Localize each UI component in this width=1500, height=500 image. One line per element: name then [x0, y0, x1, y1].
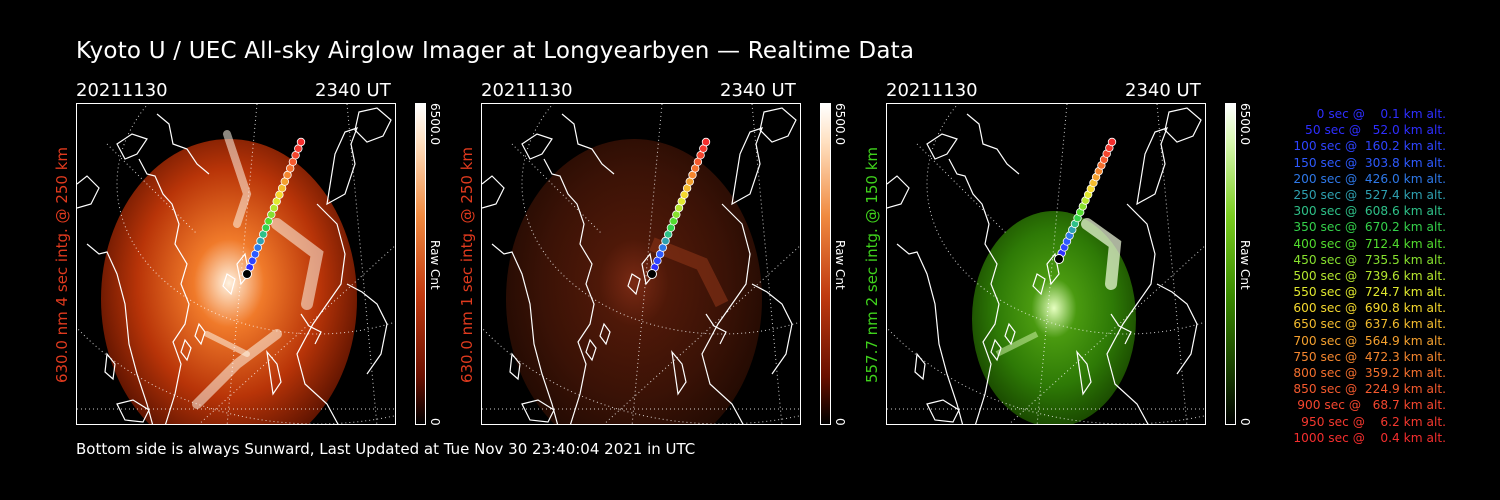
legend-row: 1000 sec @ 0.4 km alt.: [1293, 430, 1446, 445]
panel-2-image: [481, 103, 801, 425]
panel-1-colorbar-min: 0: [428, 418, 442, 426]
sky-image: [972, 211, 1136, 424]
legend-row: 650 sec @ 637.6 km alt.: [1289, 317, 1446, 332]
legend-row: 700 sec @ 564.9 km alt.: [1289, 333, 1446, 348]
legend-row: 500 sec @ 739.6 km alt.: [1289, 268, 1446, 283]
legend-row: 450 sec @ 735.5 km alt.: [1289, 252, 1446, 267]
trajectory-point: [296, 137, 306, 147]
launch-site-marker: [242, 269, 252, 279]
footer-note: Bottom side is always Sunward, Last Upda…: [76, 440, 696, 458]
sky-image: [101, 139, 357, 424]
legend-row: 550 sec @ 724.7 km alt.: [1289, 285, 1446, 300]
panel-3-time: 2340 UT: [1125, 80, 1201, 101]
legend-row: 900 sec @ 68.7 km alt.: [1293, 398, 1446, 413]
sky-image: [506, 139, 762, 424]
panel-3-ylabel: 557.7 nm 2 sec intg. @ 150 km: [863, 146, 881, 384]
panel-2-ylabel: 630.0 nm 1 sec intg. @ 250 km: [458, 146, 476, 384]
legend-row: 0 sec @ 0.1 km alt.: [1305, 107, 1446, 121]
panel-2-colorbar-unit: Raw Cnt: [833, 240, 847, 290]
panel-3-image: [886, 103, 1206, 425]
launch-site-marker: [1054, 254, 1064, 264]
trajectory-point: [701, 137, 711, 147]
panel-1-time: 2340 UT: [315, 80, 391, 101]
panel-3-colorbar: [1225, 103, 1236, 425]
panel-3-colorbar-min: 0: [1238, 418, 1252, 426]
panel-2-colorbar-max: 6500.0: [833, 103, 847, 145]
panel-2-colorbar-min: 0: [833, 418, 847, 426]
legend-row: 400 sec @ 712.4 km alt.: [1289, 236, 1446, 251]
trajectory-point: [1107, 137, 1117, 147]
legend-row: 300 sec @ 608.6 km alt.: [1289, 204, 1446, 219]
legend-row: 600 sec @ 690.8 km alt.: [1289, 301, 1446, 316]
panel-3-date: 20211130: [886, 80, 978, 101]
panel-1-image: [76, 103, 396, 425]
legend-row: 850 sec @ 224.9 km alt.: [1289, 382, 1446, 397]
legend-row: 250 sec @ 527.4 km alt.: [1289, 187, 1446, 202]
legend-row: 350 sec @ 670.2 km alt.: [1289, 220, 1446, 235]
panel-3-colorbar-unit: Raw Cnt: [1238, 240, 1252, 290]
panel-3-colorbar-max: 6500.0: [1238, 103, 1252, 145]
panel-2-date: 20211130: [481, 80, 573, 101]
legend-row: 750 sec @ 472.3 km alt.: [1289, 349, 1446, 364]
panel-1-ylabel: 630.0 nm 4 sec intg. @ 250 km: [53, 146, 71, 384]
legend-row: 800 sec @ 359.2 km alt.: [1289, 366, 1446, 380]
legend-row: 200 sec @ 426.0 km alt.: [1289, 171, 1446, 186]
page-title: Kyoto U / UEC All-sky Airglow Imager at …: [76, 38, 915, 64]
legend-row: 950 sec @ 6.2 km alt.: [1297, 414, 1446, 429]
panel-1-date: 20211130: [76, 80, 168, 101]
legend-row: 150 sec @ 303.8 km alt.: [1289, 155, 1446, 170]
launch-site-marker: [647, 269, 657, 279]
panel-2-time: 2340 UT: [720, 80, 796, 101]
panel-1-colorbar: [415, 103, 426, 425]
altitude-legend: 0 sec @ 0.1 km alt. 50 sec @ 52.0 km alt…: [1256, 106, 1446, 446]
legend-row: 50 sec @ 52.0 km alt.: [1297, 123, 1446, 138]
panel-2-colorbar: [820, 103, 831, 425]
panel-1-colorbar-unit: Raw Cnt: [428, 240, 442, 290]
panel-1-colorbar-max: 6500.0: [428, 103, 442, 145]
legend-row: 100 sec @ 160.2 km alt.: [1289, 139, 1446, 154]
